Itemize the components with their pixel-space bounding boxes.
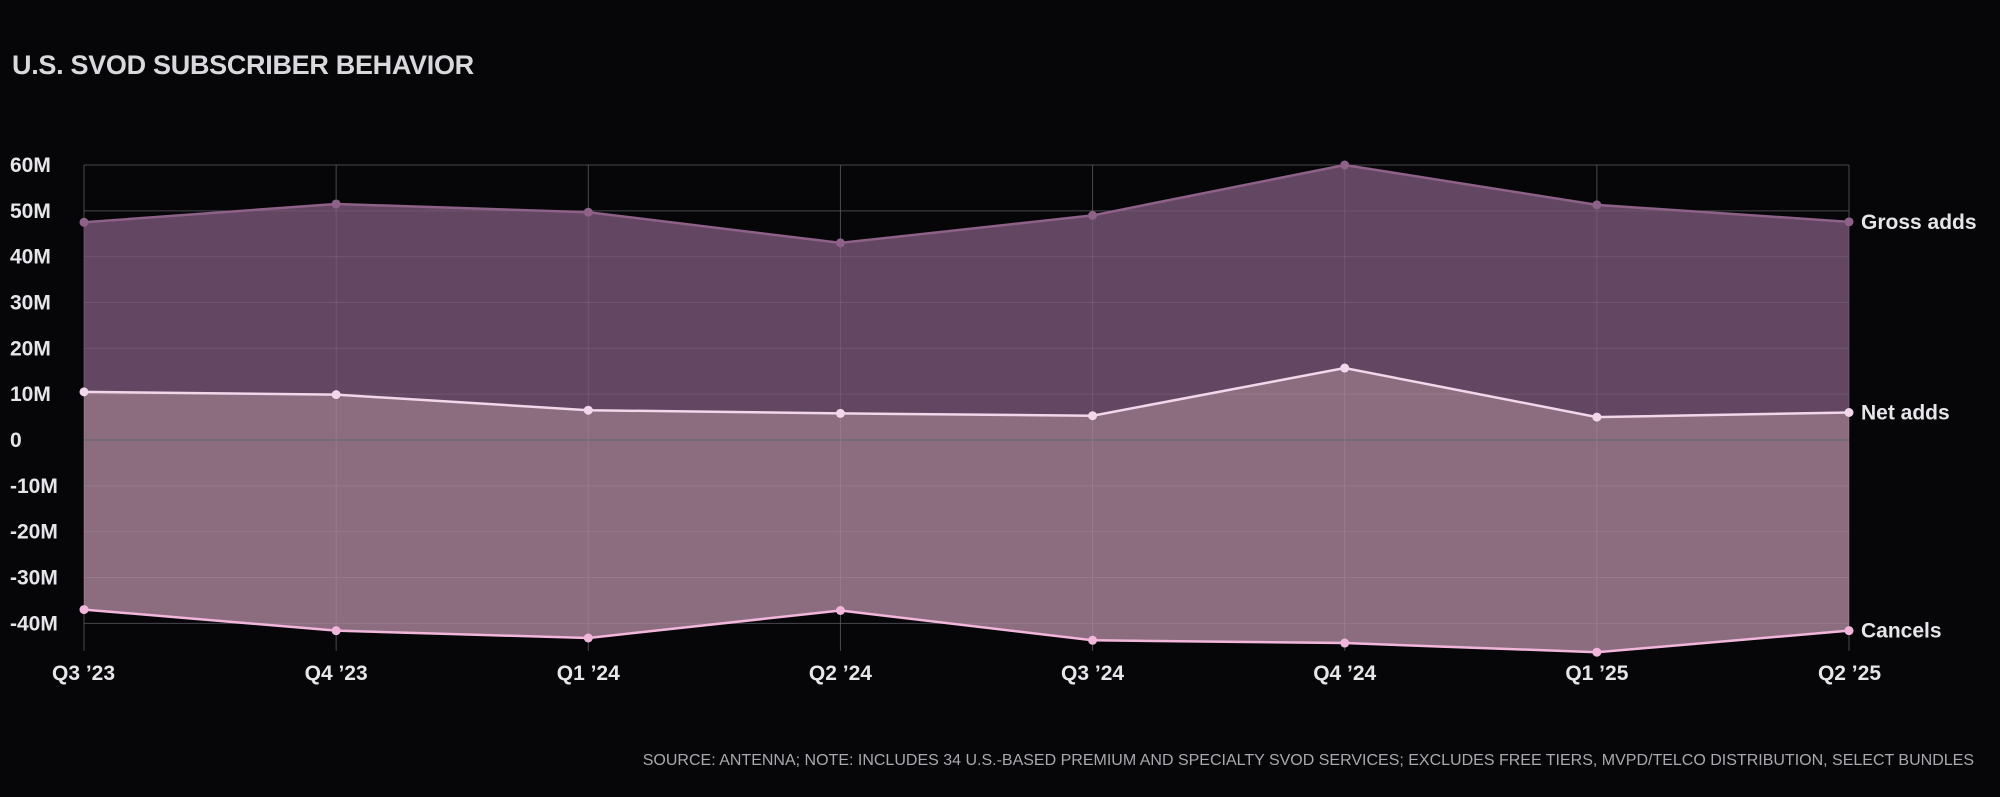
gross-adds-point [583, 207, 593, 217]
chart-title: U.S. SVOD SUBSCRIBER BEHAVIOR [12, 50, 474, 80]
net-adds-point [1592, 412, 1602, 422]
y-tick-label: 20M [10, 337, 51, 360]
cancels-point [331, 626, 341, 636]
gross-adds-point [331, 199, 341, 209]
cancels-point [1088, 635, 1098, 645]
cancels-line [83, 608, 1850, 654]
areas [83, 164, 1850, 653]
y-tick-label: 40M [10, 246, 51, 269]
cancels-area [84, 368, 1849, 653]
y-tick-label: 60M [10, 154, 51, 177]
gross-adds-point [1592, 200, 1602, 210]
net-adds-point [1340, 363, 1350, 373]
x-tick-label: Q4 ’23 [305, 662, 368, 685]
cancels-label: Cancels [1861, 620, 1942, 643]
cancels-point [835, 606, 845, 615]
y-tick-label: -30M [10, 567, 58, 590]
gross-adds-point [79, 217, 89, 227]
x-tick-label: Q3 ’24 [1061, 662, 1124, 685]
gross-adds-point [1844, 217, 1854, 227]
cancels-point [1340, 638, 1350, 648]
x-tick-label: Q2 ’25 [1818, 662, 1881, 685]
y-tick-label: 50M [10, 200, 51, 223]
source-note: SOURCE: ANTENNA; NOTE: INCLUDES 34 U.S.-… [642, 752, 1974, 769]
net-adds-point [835, 408, 845, 418]
x-tick-label: Q1 ’24 [557, 662, 620, 685]
series-lines [83, 163, 1850, 654]
y-tick-label: 10M [10, 383, 51, 406]
gross-adds-area [84, 165, 1849, 418]
net-adds-point [79, 387, 89, 397]
net-adds-point [583, 405, 593, 415]
y-tick-label: -40M [10, 612, 58, 635]
x-tick-label: Q3 ’23 [52, 662, 115, 685]
cancels-point [1844, 626, 1854, 636]
net-adds-point [1844, 408, 1854, 417]
gross-adds-line [83, 163, 1850, 245]
net-adds-point [1088, 411, 1098, 421]
y-tick-label: 0 [10, 429, 22, 452]
gross-adds-point [835, 238, 845, 248]
data-points [79, 160, 1854, 657]
net-adds-point [331, 390, 341, 400]
y-tick-label: 30M [10, 292, 51, 315]
cancels-point [583, 633, 593, 643]
y-tick-label: -10M [10, 475, 58, 498]
x-tick-label: Q4 ’24 [1313, 662, 1376, 685]
x-tick-label: Q1 ’25 [1565, 662, 1628, 685]
x-tick-label: Q2 ’24 [809, 662, 872, 685]
labels: 60M 50M 40M 30M 20M 10M 0 -10M -20M -30M -40M Q3 ’2… [10, 154, 1977, 685]
net-adds-line [83, 366, 1850, 419]
cancels-point [1592, 647, 1602, 657]
gross-adds-point [1340, 160, 1350, 170]
gross-adds-label: Gross adds [1861, 211, 1977, 234]
y-tick-label: -20M [10, 521, 58, 544]
gross-adds-point [1088, 210, 1098, 220]
net-adds-label: Net adds [1861, 402, 1950, 425]
cancels-point [79, 605, 89, 615]
